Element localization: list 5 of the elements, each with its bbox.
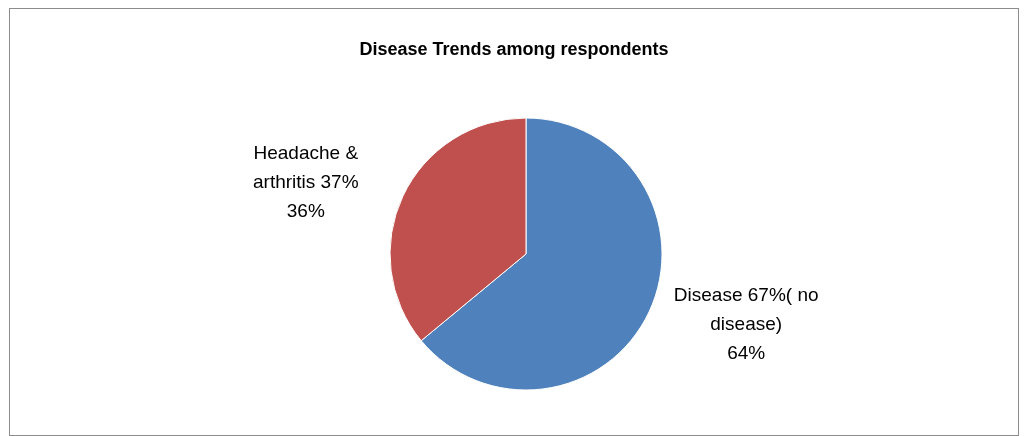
chart-title: Disease Trends among respondents xyxy=(358,39,670,60)
data-label: 64% xyxy=(727,341,766,363)
slice-label: Headache & arthritis 37% xyxy=(252,142,359,193)
slice-label: Disease 67%( no disease) xyxy=(673,283,819,334)
data-label: 36% xyxy=(286,200,325,222)
